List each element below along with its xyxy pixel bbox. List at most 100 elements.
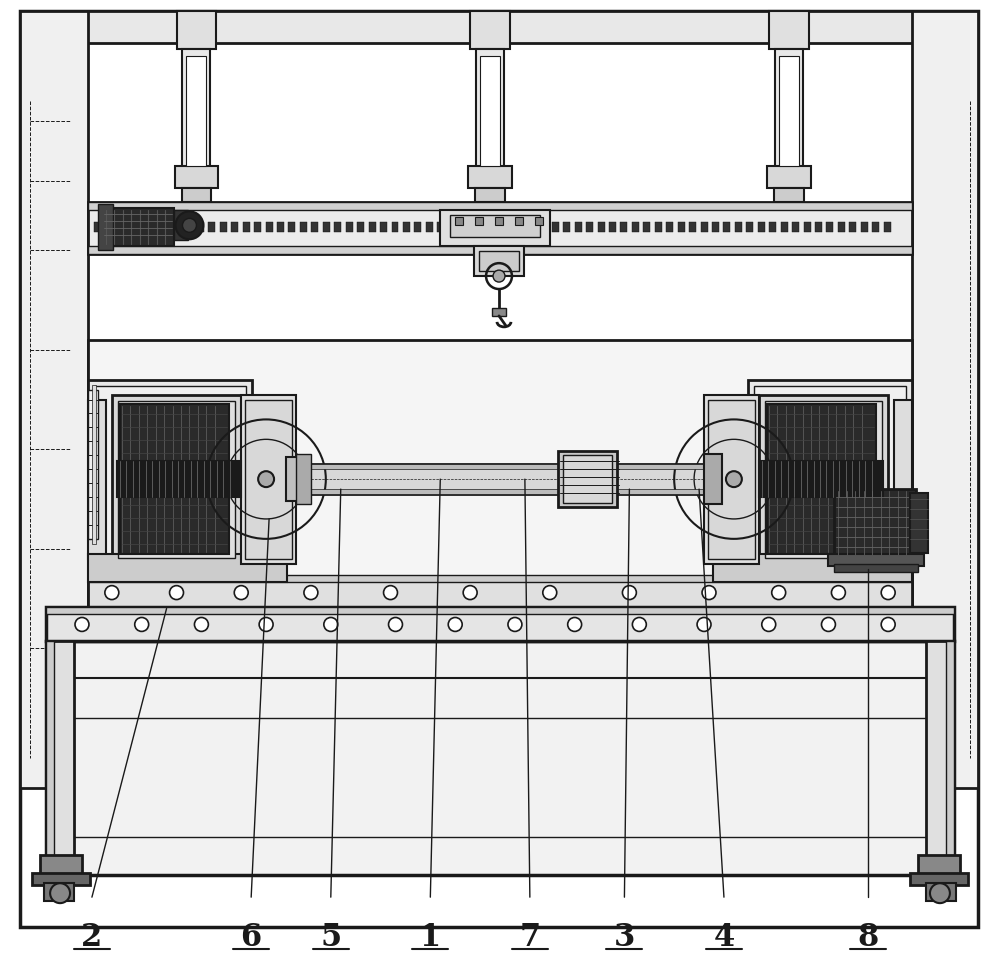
- Circle shape: [389, 617, 402, 632]
- Bar: [598, 222, 605, 232]
- Bar: [609, 222, 616, 232]
- Bar: [392, 222, 398, 232]
- Bar: [912, 12, 978, 788]
- Bar: [40, 855, 82, 875]
- Bar: [182, 49, 210, 169]
- Bar: [460, 222, 467, 232]
- Bar: [704, 455, 722, 504]
- Bar: [346, 222, 353, 232]
- Bar: [88, 202, 912, 210]
- Bar: [105, 222, 112, 232]
- Circle shape: [384, 586, 397, 600]
- Bar: [300, 222, 307, 232]
- Bar: [483, 222, 490, 232]
- Bar: [689, 222, 696, 232]
- Bar: [713, 554, 912, 582]
- Bar: [98, 204, 113, 250]
- Bar: [323, 222, 330, 232]
- Bar: [563, 222, 570, 232]
- Bar: [288, 222, 295, 232]
- Bar: [440, 210, 550, 247]
- Circle shape: [568, 617, 582, 632]
- Bar: [759, 395, 888, 563]
- Bar: [296, 489, 704, 494]
- Bar: [455, 218, 463, 225]
- Bar: [759, 461, 883, 497]
- Bar: [88, 390, 98, 539]
- Circle shape: [543, 586, 557, 600]
- Bar: [708, 400, 755, 559]
- Bar: [754, 385, 906, 573]
- Bar: [792, 222, 799, 232]
- Circle shape: [105, 586, 119, 600]
- Bar: [826, 222, 833, 232]
- Bar: [277, 222, 284, 232]
- Bar: [884, 222, 891, 232]
- Bar: [94, 222, 101, 232]
- Bar: [779, 56, 799, 166]
- Bar: [946, 641, 954, 860]
- Bar: [476, 49, 504, 169]
- Bar: [369, 222, 376, 232]
- Bar: [872, 222, 879, 232]
- Circle shape: [726, 471, 742, 487]
- Bar: [769, 12, 809, 49]
- Bar: [804, 222, 811, 232]
- Bar: [88, 340, 912, 609]
- Circle shape: [493, 271, 505, 282]
- Text: 4: 4: [713, 922, 735, 953]
- Bar: [102, 208, 174, 247]
- Bar: [88, 579, 912, 607]
- Bar: [632, 222, 639, 232]
- Bar: [296, 464, 704, 494]
- Bar: [174, 210, 188, 240]
- Bar: [32, 873, 90, 885]
- Bar: [472, 222, 479, 232]
- Circle shape: [75, 617, 89, 632]
- Bar: [838, 222, 845, 232]
- Bar: [910, 873, 968, 885]
- Bar: [140, 222, 147, 232]
- Bar: [558, 452, 617, 507]
- Bar: [475, 188, 505, 202]
- Bar: [88, 379, 252, 579]
- Bar: [552, 222, 559, 232]
- Bar: [437, 222, 444, 232]
- Bar: [712, 222, 719, 232]
- Bar: [128, 222, 135, 232]
- Bar: [475, 218, 483, 225]
- Circle shape: [304, 586, 318, 600]
- Bar: [254, 222, 261, 232]
- Bar: [450, 216, 540, 237]
- Bar: [296, 455, 311, 504]
- Text: 2: 2: [81, 922, 103, 953]
- Bar: [296, 464, 704, 469]
- Bar: [758, 222, 765, 232]
- Bar: [185, 222, 192, 232]
- Circle shape: [702, 586, 716, 600]
- Text: 6: 6: [241, 922, 262, 953]
- Circle shape: [170, 586, 183, 600]
- Circle shape: [508, 617, 522, 632]
- Bar: [220, 222, 227, 232]
- Bar: [620, 222, 627, 232]
- Bar: [774, 188, 804, 202]
- Bar: [94, 385, 246, 573]
- Bar: [286, 457, 306, 501]
- Bar: [357, 222, 364, 232]
- Bar: [492, 308, 506, 316]
- Circle shape: [448, 617, 462, 632]
- Bar: [449, 222, 456, 232]
- Circle shape: [772, 586, 786, 600]
- Bar: [575, 222, 582, 232]
- Text: 3: 3: [614, 922, 635, 953]
- Bar: [586, 222, 593, 232]
- Bar: [92, 384, 96, 544]
- Bar: [151, 222, 158, 232]
- Bar: [918, 855, 960, 875]
- Bar: [468, 166, 512, 188]
- Bar: [861, 222, 868, 232]
- Circle shape: [632, 617, 646, 632]
- Circle shape: [881, 586, 895, 600]
- Bar: [88, 202, 912, 254]
